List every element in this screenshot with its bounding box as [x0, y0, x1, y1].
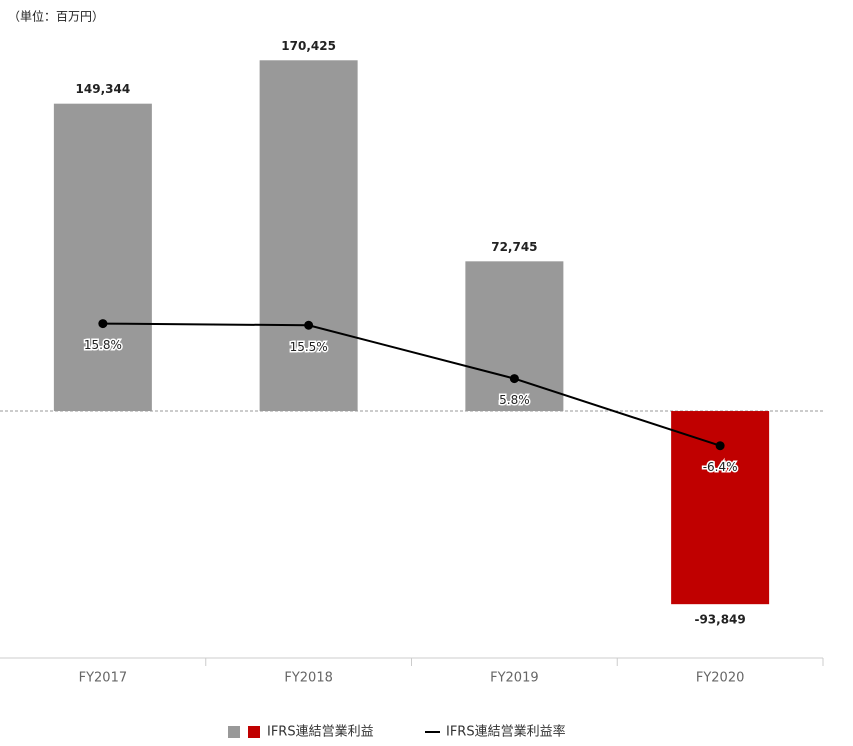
legend-swatch [228, 726, 240, 738]
unit-label: （単位：百万円） [8, 9, 104, 24]
bar [671, 411, 770, 605]
x-tick-label: FY2019 [490, 671, 539, 686]
line-value-label: 15.8% [84, 338, 122, 352]
line-point [304, 320, 314, 330]
legend-swatch [248, 726, 260, 738]
line-point [98, 319, 108, 329]
bar-value-label: -93,849 [694, 613, 745, 627]
bar-value-label: 149,344 [76, 82, 131, 96]
legend-label: IFRS連結営業利益率 [446, 724, 566, 740]
line-point [509, 374, 519, 384]
x-tick-label: FY2017 [79, 671, 128, 686]
bar-value-label: 170,425 [281, 39, 336, 53]
x-tick-label: FY2018 [284, 671, 333, 686]
line-point [715, 441, 725, 451]
line [102, 322, 721, 447]
line-value-label: 15.5% [290, 340, 328, 354]
legend-label: IFRS連結営業利益 [267, 724, 374, 740]
line-value-label: -6.4% [703, 460, 738, 474]
bar [53, 103, 152, 412]
bar [465, 261, 564, 412]
line-value-label: 5.8% [499, 393, 530, 407]
bar-value-label: 72,745 [491, 240, 537, 254]
bar [259, 60, 358, 412]
x-tick-label: FY2020 [696, 671, 745, 686]
